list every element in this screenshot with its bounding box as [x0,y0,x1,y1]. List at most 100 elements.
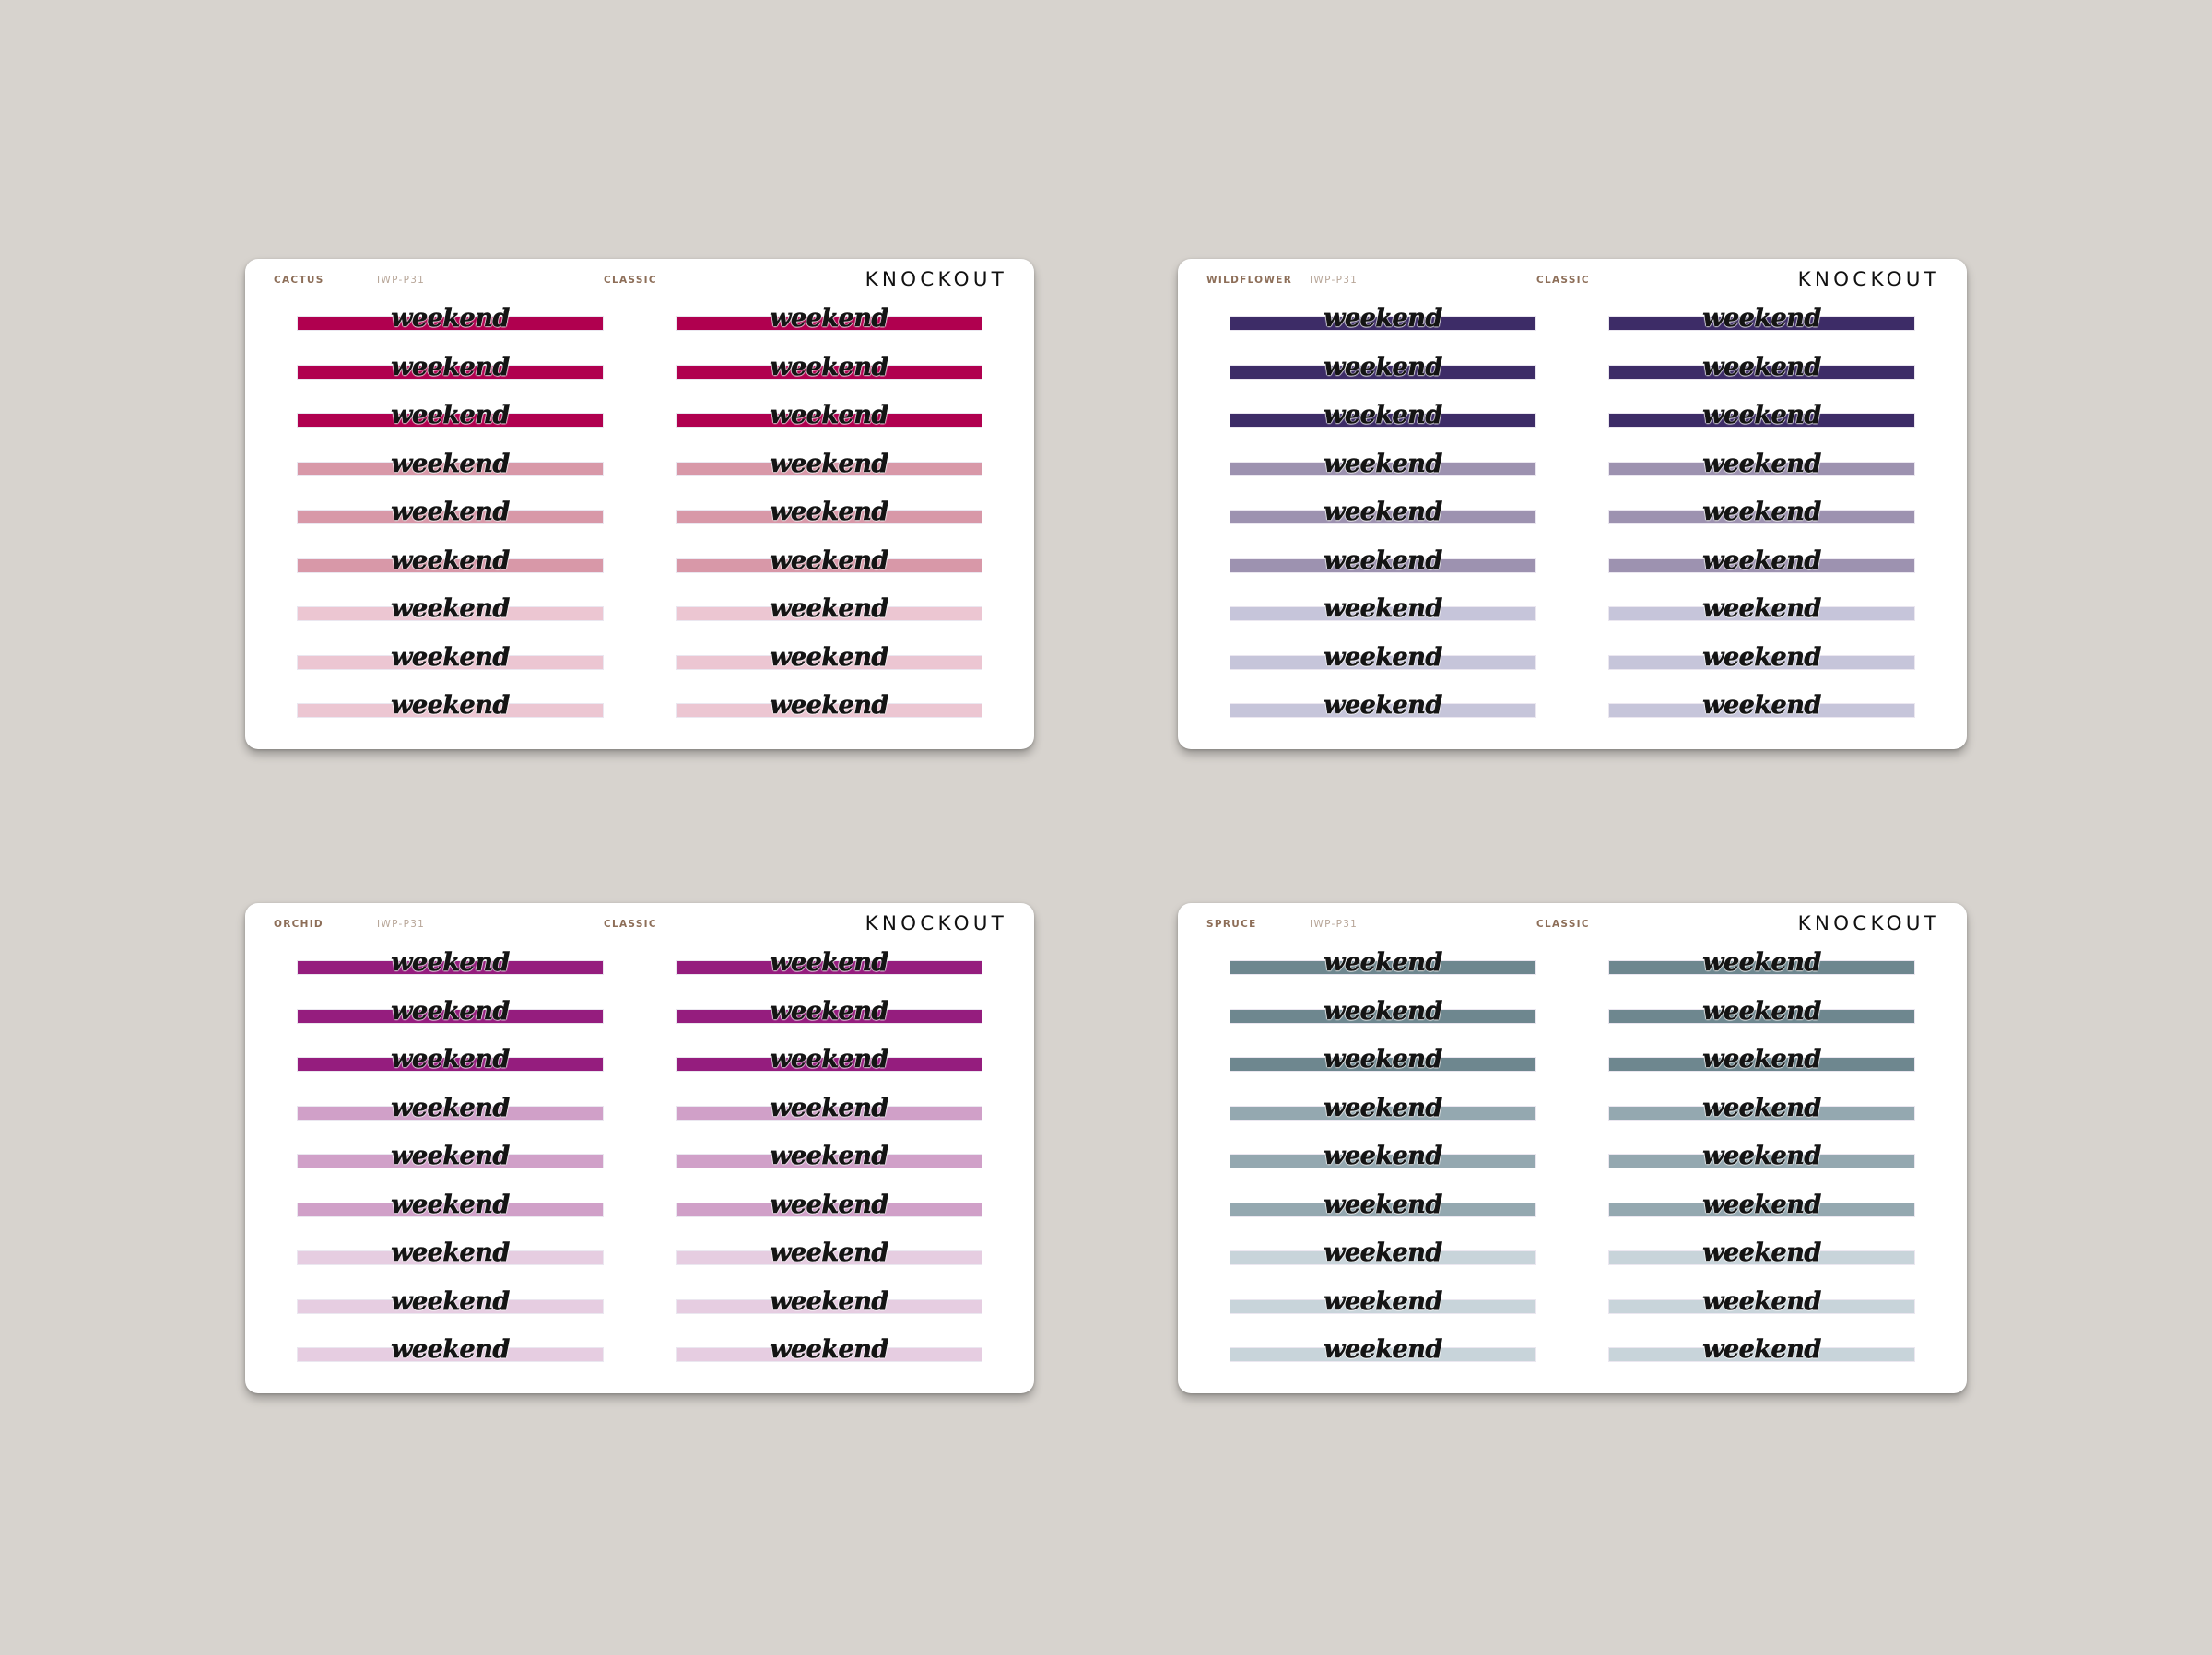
weekend-sticker: weekend [1230,996,1536,1058]
weekend-sticker: weekend [1608,498,1915,558]
sticker-color-bar [1608,510,1915,524]
sticker-color-bar [1608,606,1915,621]
sticker-sheet-cactus: CACTUS IWP-P31 CLASSIC KNOCKOUT weekend w… [245,259,1034,749]
sticker-color-bar [676,1057,982,1072]
weekend-sticker: weekend [1608,401,1915,462]
weekend-sticker: weekend [676,449,982,511]
sticker-color-bar [676,1298,982,1314]
sticker-script-text: weekend [770,1142,889,1171]
sticker-color-bar [297,960,604,975]
sticker-script-text: weekend [1702,1093,1822,1122]
sticker-script-text: weekend [770,1190,889,1219]
sticker-script-text: weekend [1324,691,1443,721]
weekend-sticker: weekend [297,1190,604,1251]
sticker-script-text: weekend [391,1093,511,1122]
weekend-sticker: weekend [676,1335,982,1396]
sheet-header: CACTUS IWP-P31 CLASSIC KNOCKOUT [245,259,1034,314]
sticker-color-bar [297,1202,604,1217]
sticker-color-bar [297,316,604,331]
sticker-script-text: weekend [770,1286,889,1316]
sheet-style-label: CLASSIC [604,275,657,286]
sheet-colorway-label: ORCHID [274,919,324,930]
sticker-script-text: weekend [391,546,511,575]
sticker-script-text: weekend [770,1335,889,1365]
weekend-sticker: weekend [1230,498,1536,558]
sticker-script-text: weekend [391,498,511,527]
weekend-sticker: weekend [676,642,982,704]
weekend-sticker: weekend [297,691,604,752]
weekend-sticker: weekend [1608,449,1915,511]
weekend-sticker: weekend [1230,1190,1536,1251]
sticker-script-text: weekend [391,1238,511,1268]
sticker-color-bar [1608,703,1915,718]
sheet-header: WILDFLOWER IWP-P31 CLASSIC KNOCKOUT [1178,259,1967,314]
sticker-color-bar [297,1154,604,1168]
sticker-color-bar [1230,1347,1536,1362]
sheet-code-label: IWP-P31 [377,275,426,286]
weekend-sticker: weekend [1230,1286,1536,1348]
sticker-color-bar [1230,413,1536,428]
sticker-script-text: weekend [391,642,511,672]
weekend-sticker: weekend [1230,1045,1536,1106]
weekend-sticker: weekend [676,948,982,1009]
sticker-script-text: weekend [770,996,889,1026]
weekend-sticker: weekend [676,594,982,655]
sticker-script-text: weekend [1324,546,1443,575]
weekend-sticker: weekend [1230,546,1536,607]
sticker-script-text: weekend [1702,691,1822,721]
weekend-sticker: weekend [297,1045,604,1106]
weekend-sticker: weekend [1230,304,1536,365]
weekend-sticker: weekend [676,352,982,414]
sticker-grid: weekend weekend weekend weekend weekend weeke… [1230,948,1915,1396]
weekend-sticker: weekend [297,498,604,558]
sticker-script-text: weekend [1702,1335,1822,1365]
sticker-script-text: weekend [391,1286,511,1316]
sticker-color-bar [1608,1250,1915,1265]
sticker-color-bar [676,960,982,975]
sticker-color-bar [676,413,982,428]
sheet-header: SPRUCE IWP-P31 CLASSIC KNOCKOUT [1178,903,1967,958]
sticker-script-text: weekend [770,546,889,575]
weekend-sticker: weekend [297,594,604,655]
sheet-colorway-label: CACTUS [274,275,324,286]
sticker-color-bar [1230,316,1536,331]
sticker-color-bar [1608,1298,1915,1314]
sheet-style-label: CLASSIC [1536,919,1590,930]
sticker-script-text: weekend [770,498,889,527]
sticker-color-bar [297,1298,604,1314]
weekend-sticker: weekend [676,546,982,607]
sticker-script-text: weekend [391,1190,511,1219]
sticker-color-bar [297,1057,604,1072]
sheet-code-label: IWP-P31 [1310,919,1359,930]
weekend-sticker: weekend [297,401,604,462]
weekend-sticker: weekend [1230,352,1536,414]
sticker-color-bar [297,413,604,428]
sticker-color-bar [676,510,982,524]
sticker-color-bar [676,1105,982,1121]
sticker-script-text: weekend [391,691,511,721]
sticker-color-bar [1230,558,1536,573]
sticker-script-text: weekend [1702,498,1822,527]
sticker-color-bar [1608,960,1915,975]
weekend-sticker: weekend [676,1142,982,1203]
weekend-sticker: weekend [297,948,604,1009]
brand-logo: KNOCKOUT [1797,268,1940,291]
sticker-script-text: weekend [391,352,511,381]
sticker-script-text: weekend [1702,546,1822,575]
weekend-sticker: weekend [1608,1142,1915,1203]
sticker-color-bar [676,1250,982,1265]
weekend-sticker: weekend [1230,1238,1536,1299]
sticker-script-text: weekend [1324,1190,1443,1219]
sticker-color-bar [676,461,982,476]
sticker-script-text: weekend [1702,948,1822,978]
weekend-sticker: weekend [1608,948,1915,1009]
sticker-color-bar [676,703,982,718]
sticker-script-text: weekend [770,449,889,478]
sticker-script-text: weekend [391,401,511,430]
sticker-script-text: weekend [1324,1093,1443,1122]
weekend-sticker: weekend [297,352,604,414]
sticker-color-bar [1230,1154,1536,1168]
sticker-script-text: weekend [770,691,889,721]
weekend-sticker: weekend [297,546,604,607]
weekend-sticker: weekend [297,1093,604,1155]
